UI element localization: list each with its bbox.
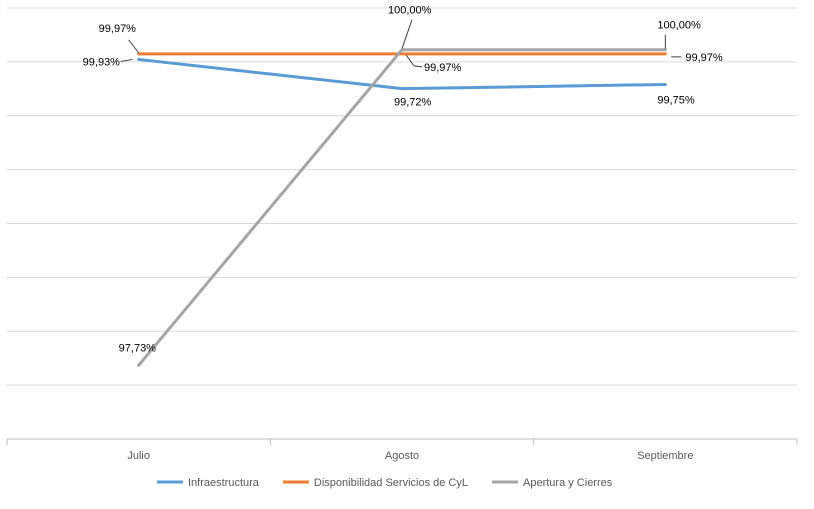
series-lines — [137, 48, 667, 367]
legend-label: Apertura y Cierres — [523, 477, 613, 489]
data-label: 99,97% — [99, 23, 137, 35]
legend-entry: Infraestructura — [157, 477, 260, 489]
x-tick-label: Agosto — [385, 450, 419, 462]
label-leader — [401, 19, 413, 49]
label-leader — [128, 39, 140, 54]
x-tick-label: Julio — [127, 450, 150, 462]
data-label: 99,93% — [83, 56, 121, 68]
label-leader-lines — [120, 19, 682, 68]
series-line — [137, 57, 667, 91]
legend-entry: Apertura y Cierres — [492, 477, 613, 489]
x-axis: Julio Agosto Septiembre — [6, 438, 798, 462]
legend: Infraestructura Disponibilidad Servicios … — [157, 477, 613, 489]
data-label: 100,00% — [388, 5, 432, 17]
x-tick-label: Septiembre — [637, 450, 693, 462]
legend-label: Disponibilidad Servicios de CyL — [314, 477, 468, 489]
data-label: 99,72% — [394, 97, 432, 109]
data-label: 99,97% — [424, 62, 462, 74]
label-leader — [120, 58, 133, 62]
data-labels: 99,93% 99,72% 99,75% 99,97% 99,97% 99,97% 97,7… — [83, 5, 723, 355]
data-label: 99,97% — [685, 52, 723, 64]
gridlines — [7, 7, 797, 386]
label-leader — [405, 54, 423, 68]
data-label: 100,00% — [657, 20, 701, 32]
data-label: 97,73% — [119, 342, 157, 354]
series-line — [137, 48, 667, 367]
data-label: 99,75% — [657, 94, 695, 106]
legend-label: Infraestructura — [188, 477, 260, 489]
legend-entry: Disponibilidad Servicios de CyL — [282, 477, 468, 489]
